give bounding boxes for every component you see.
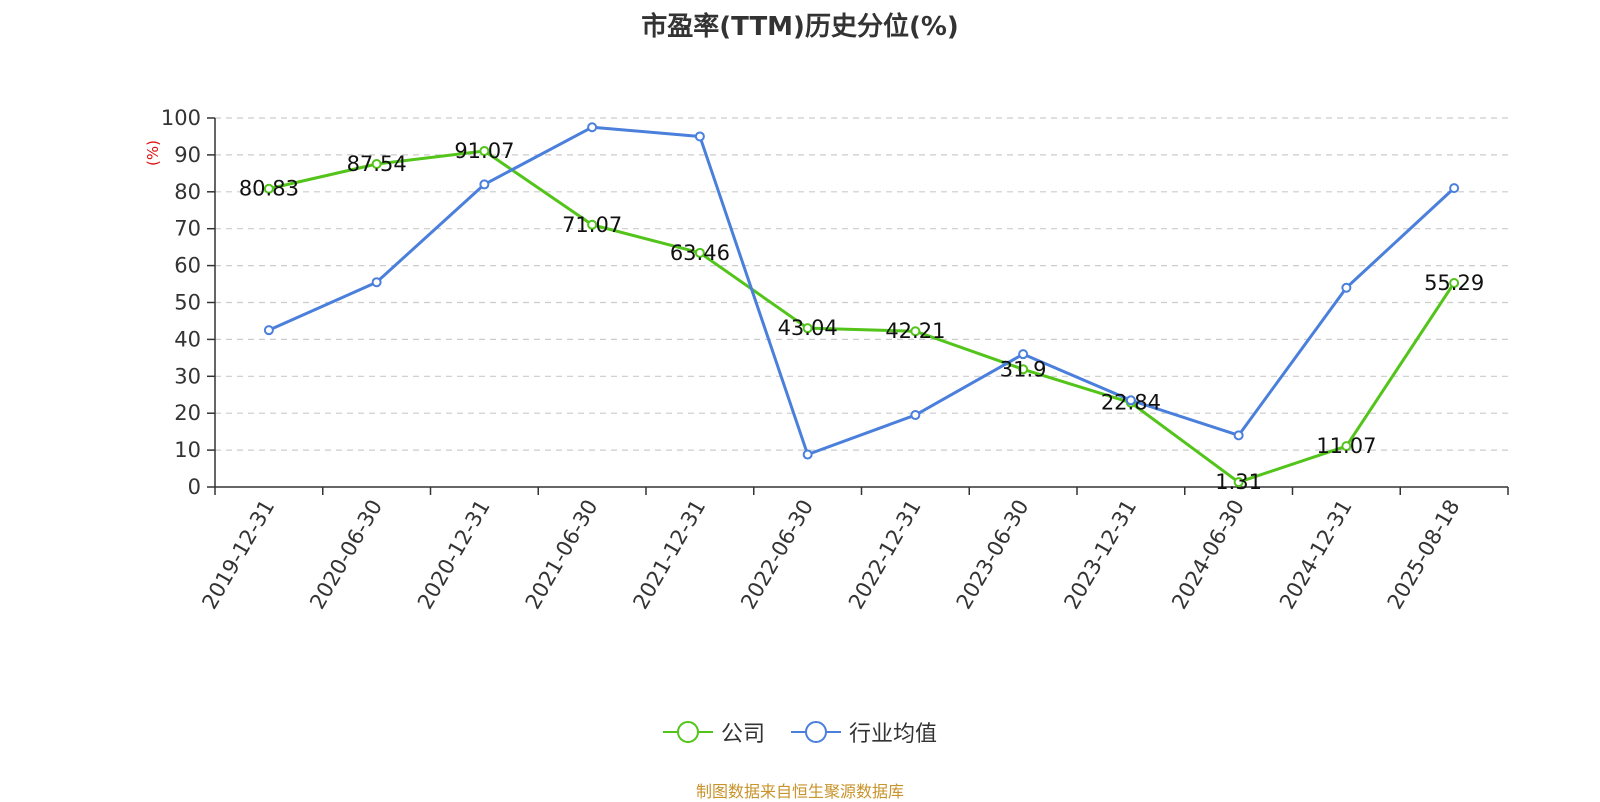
data-label: 71.07 bbox=[562, 213, 622, 237]
data-point[interactable] bbox=[1018, 349, 1029, 360]
y-tick-label: 90 bbox=[174, 143, 201, 167]
x-tick-label: 2019-12-31 bbox=[197, 496, 279, 614]
data-point[interactable] bbox=[694, 247, 705, 258]
data-point[interactable] bbox=[479, 179, 490, 190]
grid-layer bbox=[215, 117, 1508, 451]
data-point[interactable] bbox=[1341, 441, 1352, 452]
y-tick-label: 20 bbox=[174, 401, 201, 425]
x-tick-label: 2023-06-30 bbox=[952, 496, 1034, 614]
data-point[interactable] bbox=[1125, 395, 1136, 406]
data-label: 55.29 bbox=[1424, 271, 1484, 295]
y-tick-label: 50 bbox=[174, 291, 201, 315]
data-label: 63.46 bbox=[670, 241, 730, 265]
x-tick-label: 2021-12-31 bbox=[628, 496, 710, 614]
series-line bbox=[268, 125, 1456, 457]
y-tick-label: 40 bbox=[174, 327, 201, 351]
legend-item-company[interactable]: 公司 bbox=[662, 716, 765, 748]
label-layer: 80.83 87.54 91.07 71.07 63.46 43.04 42.21 31.9 2… bbox=[239, 139, 1484, 494]
x-tick-label: 2021-06-30 bbox=[521, 496, 603, 614]
y-tick-label: 0 bbox=[188, 475, 201, 499]
x-tick-label: 2022-12-31 bbox=[844, 496, 926, 614]
data-point[interactable] bbox=[263, 183, 274, 194]
source-note: 制图数据来自恒生聚源数据库 bbox=[695, 782, 904, 801]
legend: 公司 行业均值 bbox=[0, 716, 1600, 748]
axis-layer: 0 10 20 30 40 50 60 70 80 90 100 (%) 2019-12-31 2020-… bbox=[144, 106, 1509, 614]
data-label: 11.07 bbox=[1316, 434, 1376, 458]
x-tick-label: 2024-06-30 bbox=[1167, 496, 1249, 614]
series-line bbox=[268, 149, 1456, 484]
data-point[interactable] bbox=[910, 326, 921, 337]
y-tick-label: 70 bbox=[174, 217, 201, 241]
legend-label-company: 公司 bbox=[720, 722, 765, 747]
legend-marker-industry bbox=[791, 721, 841, 743]
data-label: 22.84 bbox=[1101, 391, 1161, 415]
data-label: 43.04 bbox=[778, 316, 838, 340]
data-point[interactable] bbox=[1449, 277, 1460, 288]
y-tick-label: 100 bbox=[161, 106, 201, 130]
data-point[interactable] bbox=[910, 410, 921, 421]
data-point[interactable] bbox=[802, 449, 813, 460]
data-label: 87.54 bbox=[347, 152, 407, 176]
data-point[interactable] bbox=[1018, 364, 1029, 375]
data-label: 80.83 bbox=[239, 177, 299, 201]
data-point[interactable] bbox=[371, 277, 382, 288]
series-layer bbox=[263, 122, 1460, 488]
legend-item-industry[interactable]: 行业均值 bbox=[791, 716, 937, 748]
data-point[interactable] bbox=[1233, 430, 1244, 441]
y-tick-label: 60 bbox=[174, 254, 201, 278]
x-tick-label: 2022-06-30 bbox=[736, 496, 818, 614]
data-point[interactable] bbox=[371, 158, 382, 169]
data-point[interactable] bbox=[802, 323, 813, 334]
data-label: 91.07 bbox=[454, 139, 514, 163]
y-tick-label: 10 bbox=[174, 438, 201, 462]
data-point[interactable] bbox=[587, 219, 598, 230]
data-point[interactable] bbox=[1233, 477, 1244, 488]
x-tick-label: 2024-12-31 bbox=[1275, 496, 1357, 614]
x-tick-label: 2025-08-18 bbox=[1383, 496, 1465, 614]
legend-marker-company bbox=[662, 721, 713, 743]
data-point[interactable] bbox=[263, 325, 274, 336]
x-tick-label: 2020-12-31 bbox=[413, 496, 495, 614]
x-tick-label: 2023-12-31 bbox=[1059, 496, 1141, 614]
y-tick-label: 30 bbox=[174, 364, 201, 388]
y-axis-unit: (%) bbox=[144, 140, 162, 166]
y-tick-label: 80 bbox=[174, 180, 201, 204]
data-point[interactable] bbox=[1449, 183, 1460, 194]
data-label: 31.9 bbox=[1000, 357, 1047, 381]
data-label: 1.31 bbox=[1215, 470, 1262, 494]
data-point[interactable] bbox=[587, 122, 598, 133]
data-point[interactable] bbox=[479, 145, 490, 156]
chart-title: 市盈率(TTM)历史分位(%) bbox=[641, 12, 959, 42]
data-point[interactable] bbox=[1341, 282, 1352, 293]
x-tick-label: 2020-06-30 bbox=[305, 496, 387, 614]
legend-label-industry: 行业均值 bbox=[849, 722, 938, 747]
data-point[interactable] bbox=[694, 131, 705, 142]
data-label: 42.21 bbox=[885, 319, 945, 343]
